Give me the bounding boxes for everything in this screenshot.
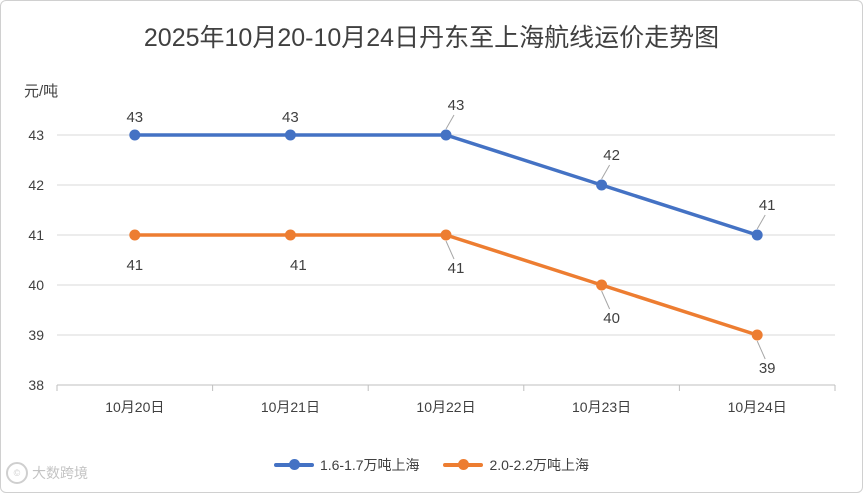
x-tick-label: 10月23日 [572, 399, 631, 415]
y-tick-label: 41 [28, 227, 44, 243]
data-label: 41 [759, 197, 776, 214]
legend-label-series-2: 2.0-2.2万吨上海 [489, 457, 590, 473]
legend-swatch-series-1 [273, 459, 314, 470]
data-label: 40 [603, 310, 620, 327]
data-label: 41 [448, 260, 465, 277]
y-tick-label: 43 [28, 127, 44, 143]
legend-item-series-2: 2.0-2.2万吨上海 [443, 455, 589, 475]
x-tick-label: 10月22日 [416, 399, 475, 415]
data-label: 43 [448, 97, 465, 114]
data-point [284, 129, 296, 141]
chart-title: 2025年10月20-10月24日丹东至上海航线运价走势图 [143, 24, 720, 52]
watermark-text: 大数跨境 [32, 465, 88, 481]
data-label: 42 [603, 147, 620, 164]
data-label-leader [601, 290, 611, 310]
logo-icon: © [6, 462, 28, 484]
data-point [751, 229, 763, 241]
data-point [284, 229, 296, 241]
watermark: © 大数跨境 [6, 462, 88, 484]
data-point [596, 179, 608, 191]
x-tick-label: 10月24日 [728, 399, 787, 415]
data-label: 41 [126, 257, 143, 274]
legend-item-series-1: 1.6-1.7万吨上海 [273, 455, 420, 475]
x-tick-label: 10月20日 [105, 399, 164, 415]
data-label: 39 [759, 360, 776, 377]
data-point [596, 279, 608, 291]
y-tick-label: 39 [28, 327, 44, 343]
y-tick-label: 40 [28, 277, 44, 293]
data-point [440, 129, 452, 141]
y-tick-label: 38 [28, 377, 44, 393]
y-tick-label: 42 [28, 177, 44, 193]
data-label-leader [445, 240, 455, 260]
data-point [751, 329, 763, 341]
data-label-leader [756, 340, 766, 360]
x-tick-label: 10月21日 [261, 399, 320, 415]
data-label-leader [445, 114, 455, 130]
chart-legend: 1.6-1.7万吨上海 2.0-2.2万吨上海 [0, 454, 863, 475]
data-point [440, 229, 452, 241]
data-label-leader [601, 164, 611, 180]
data-label: 41 [290, 257, 307, 274]
data-label: 43 [282, 109, 299, 126]
data-point [129, 129, 141, 141]
data-label-leader [756, 214, 766, 230]
data-label: 43 [126, 109, 143, 126]
y-axis-unit-label: 元/吨 [24, 83, 59, 100]
legend-swatch-series-2 [443, 459, 484, 470]
legend-label-series-1: 1.6-1.7万吨上海 [319, 457, 420, 473]
data-point [129, 229, 141, 241]
